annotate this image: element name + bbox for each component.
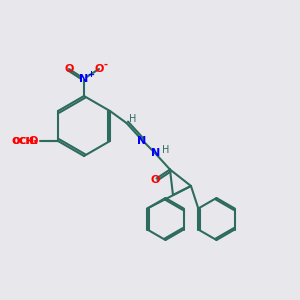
Text: OCH₃: OCH₃: [12, 136, 38, 146]
Text: H: H: [162, 145, 169, 155]
Text: O: O: [28, 136, 38, 146]
Text: O: O: [150, 175, 160, 185]
Text: N: N: [137, 136, 147, 146]
Text: N: N: [80, 74, 88, 85]
Text: -: -: [103, 59, 108, 70]
Text: OCH₃: OCH₃: [13, 136, 38, 146]
Text: O: O: [94, 64, 104, 74]
Text: N: N: [151, 148, 160, 158]
Text: O: O: [64, 64, 74, 74]
Text: +: +: [87, 70, 94, 79]
Text: H: H: [129, 113, 136, 124]
